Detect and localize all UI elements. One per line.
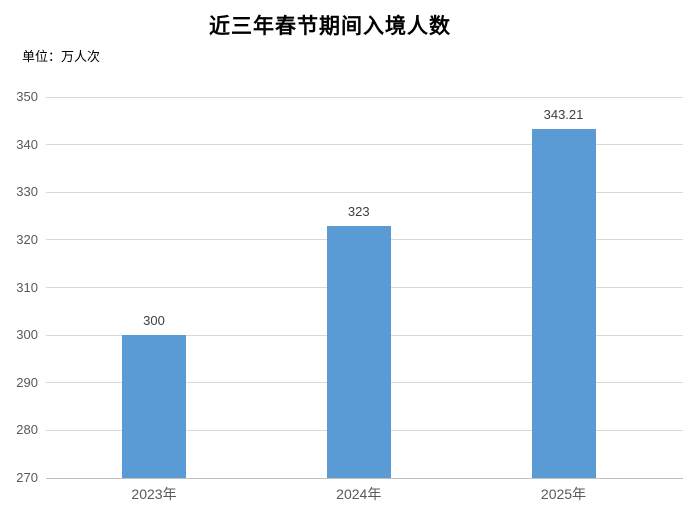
gridline [46, 191, 683, 193]
y-tick-label: 290 [16, 374, 38, 390]
gridline [46, 96, 683, 98]
y-tick-label: 270 [16, 470, 38, 485]
unit-label: 单位：万人次 [22, 49, 101, 64]
bar-value-label: 300 [143, 313, 165, 329]
y-tick-label: 320 [16, 231, 38, 247]
bar-value-label: 323 [347, 203, 370, 219]
bar-2023年 [122, 335, 186, 478]
y-tick-label: 300 [16, 327, 38, 343]
x-tick-label: 2025年 [540, 486, 587, 502]
bar-2025年 [531, 129, 596, 478]
y-tick-label: 350 [16, 89, 38, 104]
y-tick-label: 340 [16, 136, 38, 152]
gridline [46, 144, 683, 146]
y-tick-label: 280 [16, 422, 38, 438]
y-tick-label: 310 [16, 279, 38, 295]
x-tick-label: 2023年 [131, 486, 177, 502]
bar-2024年 [326, 225, 391, 478]
bar-value-label: 343.21 [543, 107, 584, 123]
y-tick-label: 330 [16, 184, 38, 200]
x-axis-line [46, 477, 683, 479]
x-tick-label: 2024年 [336, 486, 382, 502]
chart-title: 近三年春节期间入境人数 [209, 13, 451, 38]
